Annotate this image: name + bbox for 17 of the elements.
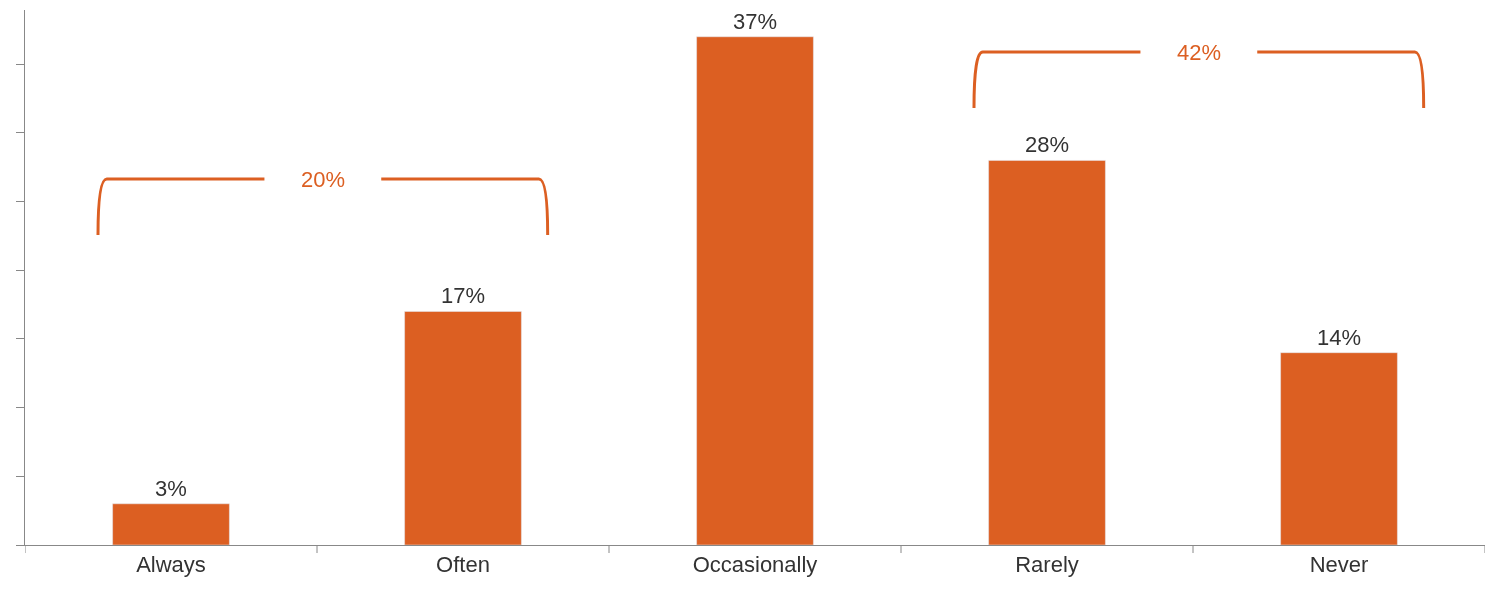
data-label: 3% <box>155 475 187 501</box>
x-tick-label: Often <box>436 552 490 578</box>
data-label: 37% <box>732 8 778 34</box>
bar <box>988 160 1106 545</box>
annotation: 20% <box>301 167 346 192</box>
annotation: 42% <box>1177 40 1222 65</box>
data-label: 14% <box>1316 324 1362 350</box>
x-tick-label: Always <box>136 552 206 578</box>
bar <box>404 311 522 545</box>
bar <box>696 36 814 545</box>
x-tick-label: Rarely <box>1015 552 1079 578</box>
x-tick-label: Occasionally <box>692 552 818 578</box>
x-tick-label: Never <box>1309 552 1369 578</box>
data-label: 17% <box>440 283 486 309</box>
bar <box>1280 352 1398 545</box>
data-label: 28% <box>1024 132 1070 158</box>
bar <box>112 503 230 545</box>
